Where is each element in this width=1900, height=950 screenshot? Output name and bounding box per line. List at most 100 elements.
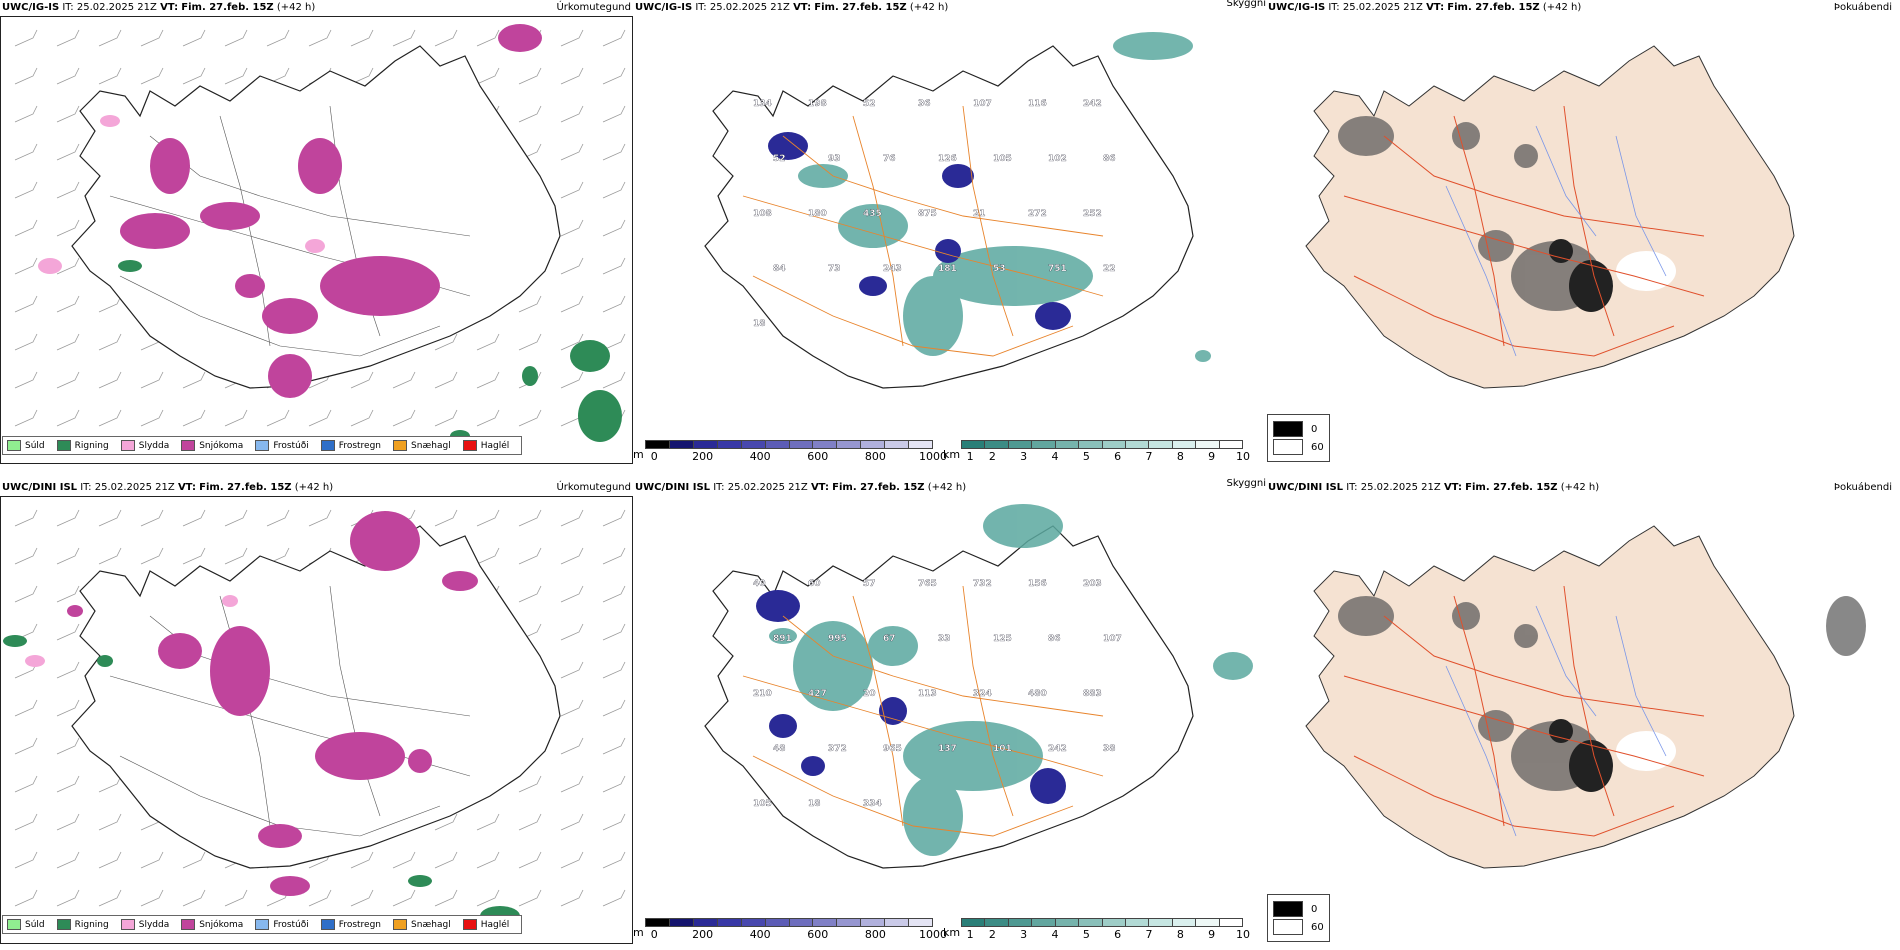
colorbar-segment xyxy=(1055,919,1080,926)
legend-swatch xyxy=(120,440,135,451)
panel-title: UWC/DINI ISL IT: 25.02.2025 21Z VT: Fim.… xyxy=(635,482,967,493)
map-value-label: 134 xyxy=(753,99,772,109)
map-value-label: 76 xyxy=(883,154,896,164)
wind-barb xyxy=(476,67,500,85)
fog-legend-row: 0 xyxy=(1273,421,1324,437)
colorbar-tick-label: 1000 xyxy=(919,928,947,941)
fog-legend-row: 60 xyxy=(1273,919,1324,935)
visibility-colorbar-bar xyxy=(961,440,1243,449)
legend-swatch xyxy=(56,919,71,930)
wind-barb xyxy=(560,699,584,717)
wind-barb xyxy=(560,737,584,755)
precip-type-legend: Súld Rigning Slydda Snjókoma Frostúði Fr… xyxy=(2,915,523,934)
map-value-label: 427 xyxy=(808,689,827,699)
wind-barb xyxy=(476,547,500,565)
wind-barb xyxy=(602,851,626,869)
wind-barb xyxy=(476,371,500,389)
colorbar-tick-label: 1 xyxy=(966,450,974,463)
map-value-label: 36 xyxy=(918,99,931,109)
wind-barb xyxy=(308,409,332,427)
map-value-label: 156 xyxy=(1028,579,1047,589)
colorbar-segment xyxy=(885,441,910,448)
legend-item-frostregn: Frostregn xyxy=(320,919,381,930)
colorbar-segment xyxy=(741,919,766,926)
wind-barb xyxy=(602,813,626,831)
model-name: UWC/DINI ISL xyxy=(2,482,78,493)
wind-barb xyxy=(14,257,38,275)
wind-barb xyxy=(560,105,584,123)
colorbar-segment xyxy=(669,919,694,926)
wind-barb xyxy=(560,333,584,351)
map-value-label: 57 xyxy=(863,579,876,589)
wind-barb xyxy=(392,371,416,389)
lead-time: (+42 h) xyxy=(276,2,316,13)
wind-barb xyxy=(140,371,164,389)
wind-barb xyxy=(266,509,290,527)
legend-swatch xyxy=(255,440,270,451)
wind-barb xyxy=(560,661,584,679)
map-value-label: 372 xyxy=(828,744,847,754)
map-value-label: 105 xyxy=(753,799,772,809)
wind-barb xyxy=(14,409,38,427)
colorbar-segment xyxy=(1196,919,1220,926)
wind-barb xyxy=(602,585,626,603)
wind-barb xyxy=(602,775,626,793)
colorbar-tick-label: 1 xyxy=(966,928,974,941)
map-value-label: 324 xyxy=(973,689,992,699)
colorbar-segment xyxy=(1079,919,1103,926)
fog-legend-row: 0 xyxy=(1273,901,1324,917)
wind-barb xyxy=(476,889,500,907)
panel-name-visibility: Skyggni xyxy=(1226,478,1266,489)
wind-barb xyxy=(392,889,416,907)
wind-barb xyxy=(560,181,584,199)
wind-barb xyxy=(602,219,626,237)
legend-swatch xyxy=(393,440,408,451)
wind-barb xyxy=(560,851,584,869)
fog-index-legend: 0 60 xyxy=(1267,414,1330,462)
wind-barb xyxy=(476,813,500,831)
wind-barb xyxy=(98,813,122,831)
wind-barb xyxy=(14,699,38,717)
map-value-label: 86 xyxy=(1048,634,1061,644)
model-name: UWC/IG-IS xyxy=(2,2,60,13)
wind-barb xyxy=(14,737,38,755)
panel-name-fog: Þokuábendi xyxy=(1833,2,1892,13)
map-value-label: 116 xyxy=(1028,99,1047,109)
wind-barb xyxy=(392,29,416,47)
wind-barb xyxy=(224,547,248,565)
colorbar-segment xyxy=(962,441,986,448)
legend-swatch xyxy=(320,440,335,451)
precip-map-row1 xyxy=(0,16,633,464)
colorbar-segment xyxy=(909,919,933,926)
wind-barb xyxy=(518,813,542,831)
legend-swatch xyxy=(120,919,135,930)
fog-legend-swatch xyxy=(1273,439,1303,455)
wind-barb xyxy=(602,699,626,717)
legend-item-snjokoma: Snjókoma xyxy=(181,919,243,930)
model-name: UWC/DINI ISL xyxy=(1268,482,1344,493)
wind-barb xyxy=(602,181,626,199)
colorbar-segment xyxy=(1125,919,1150,926)
colorbar-segment xyxy=(669,441,694,448)
wind-barb xyxy=(602,257,626,275)
wind-barb xyxy=(224,889,248,907)
colorbar-segment xyxy=(837,441,862,448)
colorbar-segment xyxy=(1008,441,1033,448)
ceiling-colorbar-ticks: 0 200 400 600 800 1000 xyxy=(645,449,947,463)
wind-barb xyxy=(14,143,38,161)
wind-barb xyxy=(518,889,542,907)
colorbar-tick-label: 3 xyxy=(1020,450,1028,463)
wind-barb xyxy=(602,623,626,641)
colorbar-segment xyxy=(1102,919,1126,926)
colorbar-segment xyxy=(962,919,986,926)
colorbar-tick-label: 400 xyxy=(749,450,771,463)
legend-item-snaehagl: Snæhagl xyxy=(393,440,451,451)
wind-barb xyxy=(308,889,332,907)
panel-title: UWC/IG-IS IT: 25.02.2025 21Z VT: Fim. 27… xyxy=(2,2,316,13)
panel-title: UWC/DINI ISL IT: 25.02.2025 21Z VT: Fim.… xyxy=(2,482,334,493)
wind-barb xyxy=(56,333,80,351)
legend-item-rigning: Rigning xyxy=(56,440,109,451)
wind-barb xyxy=(182,29,206,47)
colorbar-tick-label: 7 xyxy=(1145,450,1153,463)
wind-barb xyxy=(56,775,80,793)
